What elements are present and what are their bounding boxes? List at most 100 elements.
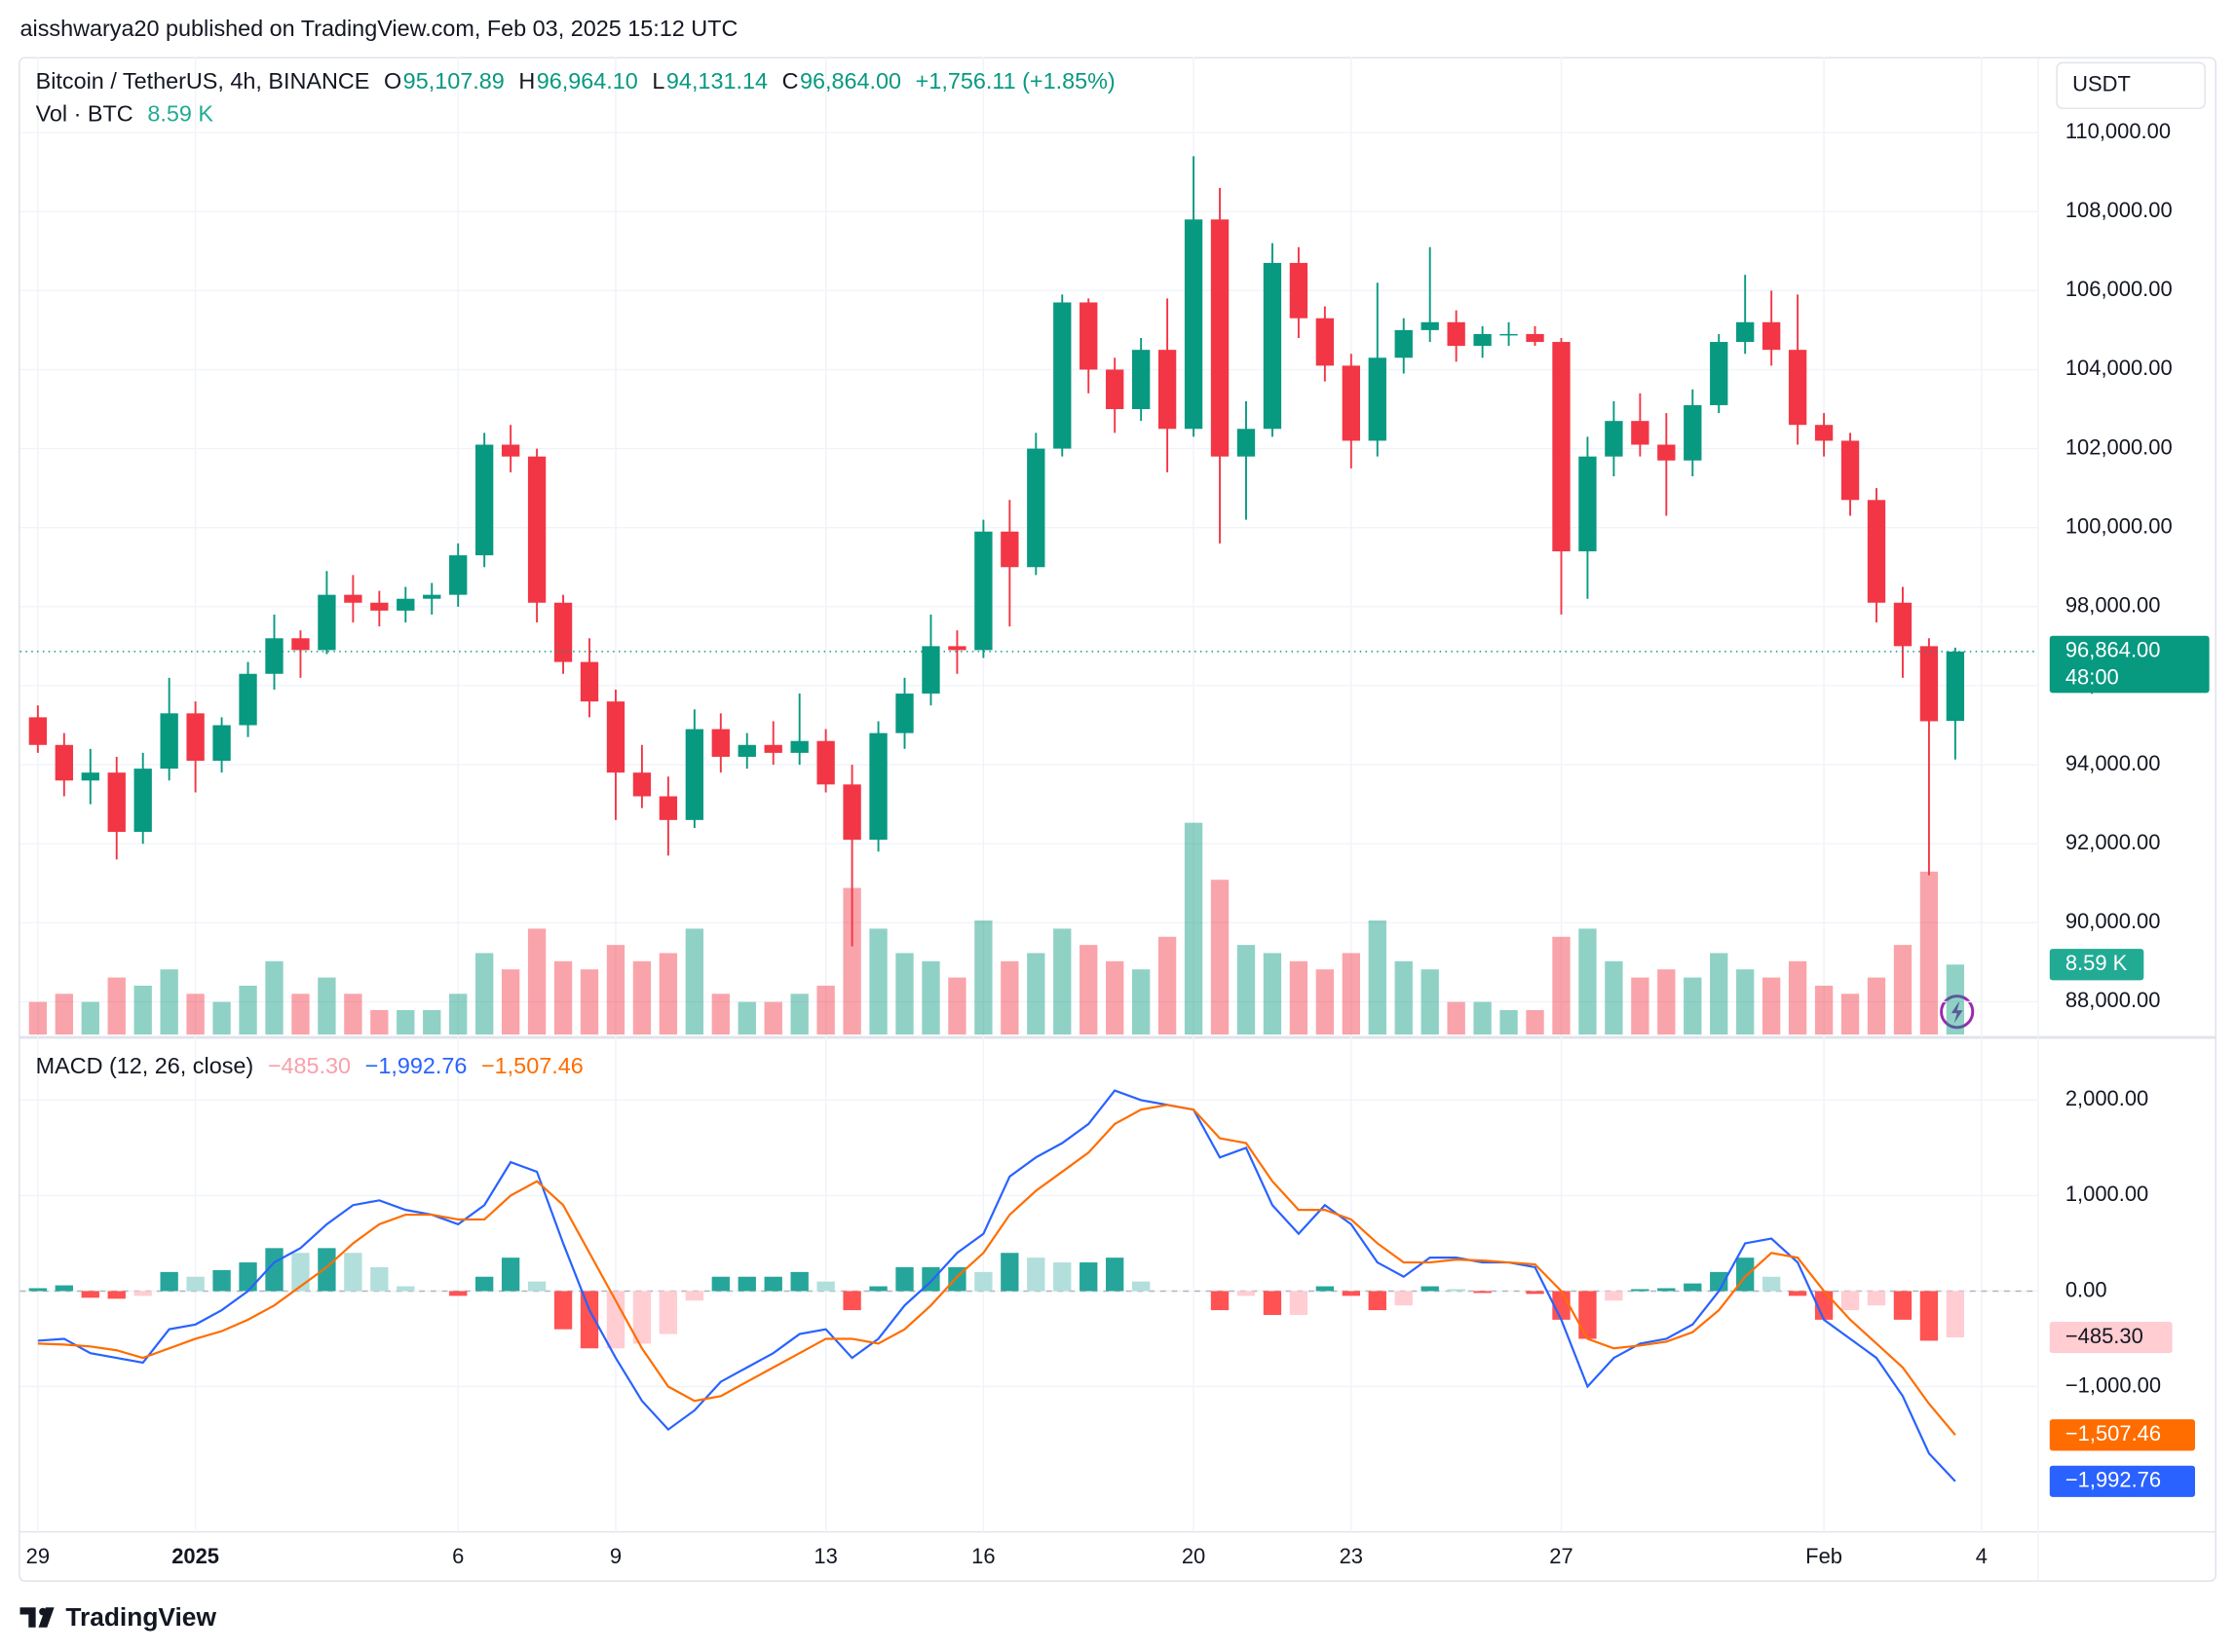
candle-body bbox=[764, 744, 782, 753]
volume-bar bbox=[738, 1001, 756, 1035]
histogram-bar bbox=[28, 1288, 48, 1292]
candle-body bbox=[1893, 602, 1913, 647]
histogram-bar bbox=[1840, 1291, 1860, 1311]
candle-body bbox=[843, 784, 861, 841]
volume-bar bbox=[685, 928, 704, 1035]
legend-value: −1,992.76 bbox=[365, 1053, 468, 1078]
histogram-bar bbox=[1368, 1291, 1386, 1311]
histogram-bar bbox=[1946, 1291, 1965, 1338]
x-tick-label: 16 bbox=[971, 1544, 995, 1568]
volume-bar bbox=[1027, 953, 1045, 1035]
histogram-bar bbox=[1473, 1291, 1492, 1294]
histogram-bar bbox=[1761, 1276, 1781, 1292]
candle-body bbox=[423, 594, 441, 599]
volume-bar bbox=[1578, 928, 1597, 1035]
candle-body bbox=[1263, 262, 1282, 430]
volume-bar bbox=[843, 887, 861, 1035]
x-tick-label: 13 bbox=[814, 1544, 837, 1568]
y-tick-label: 0.00 bbox=[2065, 1277, 2107, 1301]
histogram-bar bbox=[1814, 1291, 1834, 1320]
y-tick-label: 106,000.00 bbox=[2065, 277, 2173, 301]
legend-value: −485.30 bbox=[268, 1053, 351, 1078]
volume-bar bbox=[1106, 960, 1124, 1035]
candle-body bbox=[659, 796, 678, 820]
volume-bar bbox=[1315, 969, 1335, 1035]
volume-bar bbox=[1631, 977, 1649, 1035]
series-label-box bbox=[2049, 1419, 2195, 1451]
candle-body bbox=[1106, 369, 1124, 410]
histogram-bar bbox=[1342, 1291, 1360, 1296]
volume-bar bbox=[922, 960, 940, 1035]
histogram-bar bbox=[974, 1271, 993, 1292]
candle-body bbox=[1919, 646, 1939, 722]
candle-body bbox=[212, 725, 231, 762]
volume-bar bbox=[1605, 960, 1623, 1035]
histogram-bar bbox=[239, 1262, 257, 1292]
candle-body bbox=[711, 729, 730, 757]
histogram-bar bbox=[895, 1266, 914, 1292]
candle-body bbox=[1552, 342, 1571, 552]
histogram-bar bbox=[685, 1291, 704, 1301]
alert-icon[interactable] bbox=[1940, 995, 1975, 1030]
histogram-bar bbox=[816, 1281, 835, 1292]
candle-body bbox=[1526, 333, 1544, 343]
volume-bar bbox=[1157, 936, 1177, 1035]
volume-bar bbox=[1710, 953, 1728, 1035]
histogram-bar bbox=[397, 1286, 415, 1292]
volume-bar bbox=[1447, 1001, 1465, 1035]
candle-body bbox=[501, 444, 520, 457]
candle-body bbox=[1657, 444, 1676, 461]
candle-body bbox=[318, 594, 336, 651]
volume-bar bbox=[1684, 977, 1702, 1035]
alert-bolt[interactable] bbox=[1951, 999, 1963, 1024]
candle-body bbox=[1814, 425, 1834, 441]
histogram-bar bbox=[449, 1291, 468, 1296]
histogram-bar bbox=[1578, 1291, 1597, 1339]
y-tick-label: 102,000.00 bbox=[2065, 434, 2173, 459]
histogram-bar bbox=[1027, 1258, 1045, 1292]
histogram-label: −485.30 bbox=[2065, 1324, 2143, 1348]
legend: Bitcoin / TetherUS, 4h, BINANCE O95,107.8… bbox=[36, 68, 1116, 94]
candle-body bbox=[133, 769, 152, 833]
candle-body bbox=[527, 456, 547, 603]
volume-bar bbox=[55, 994, 73, 1035]
candle-body bbox=[1053, 302, 1072, 449]
currency[interactable]: USDT bbox=[2072, 72, 2131, 96]
candle-body bbox=[1761, 321, 1781, 351]
y-tick-label: 108,000.00 bbox=[2065, 198, 2173, 222]
volume-bar bbox=[1788, 960, 1807, 1035]
volume-bar bbox=[580, 969, 599, 1035]
legend-key: C bbox=[782, 68, 799, 94]
volume-bar bbox=[1368, 920, 1386, 1035]
candle-body bbox=[1946, 651, 1965, 722]
histogram-bar bbox=[1631, 1289, 1649, 1292]
volume-bar bbox=[1893, 945, 1913, 1035]
volume-bar bbox=[449, 994, 468, 1035]
histogram-bar bbox=[501, 1258, 520, 1292]
candle-body bbox=[397, 598, 415, 611]
histogram-bar bbox=[1080, 1262, 1098, 1292]
histogram-bar bbox=[606, 1291, 625, 1349]
legend-change: +1,756.11 (+1.85%) bbox=[916, 68, 1116, 94]
histogram-bar bbox=[1919, 1291, 1939, 1341]
candle-body bbox=[1131, 350, 1151, 410]
volume-bar bbox=[1001, 960, 1019, 1035]
y-tick-label: −1,000.00 bbox=[2065, 1372, 2161, 1397]
candle-body bbox=[1578, 456, 1597, 552]
brand-logo bbox=[19, 1607, 55, 1628]
histogram-bar bbox=[553, 1291, 573, 1330]
currency-box[interactable] bbox=[2056, 61, 2206, 109]
candle-body bbox=[685, 729, 704, 820]
volume-bar bbox=[474, 953, 494, 1035]
logo-dot bbox=[39, 1607, 47, 1616]
volume-bar bbox=[107, 977, 126, 1035]
histogram-bar bbox=[1236, 1291, 1256, 1296]
volume-bar bbox=[160, 969, 178, 1035]
volume-bar bbox=[1263, 953, 1282, 1035]
histogram-bar bbox=[764, 1276, 782, 1292]
histogram-bar bbox=[186, 1276, 205, 1292]
histogram-bar bbox=[133, 1291, 152, 1296]
y-tick-label: 98,000.00 bbox=[2065, 593, 2161, 618]
legend-title: MACD (12, 26, close) bbox=[36, 1053, 254, 1078]
